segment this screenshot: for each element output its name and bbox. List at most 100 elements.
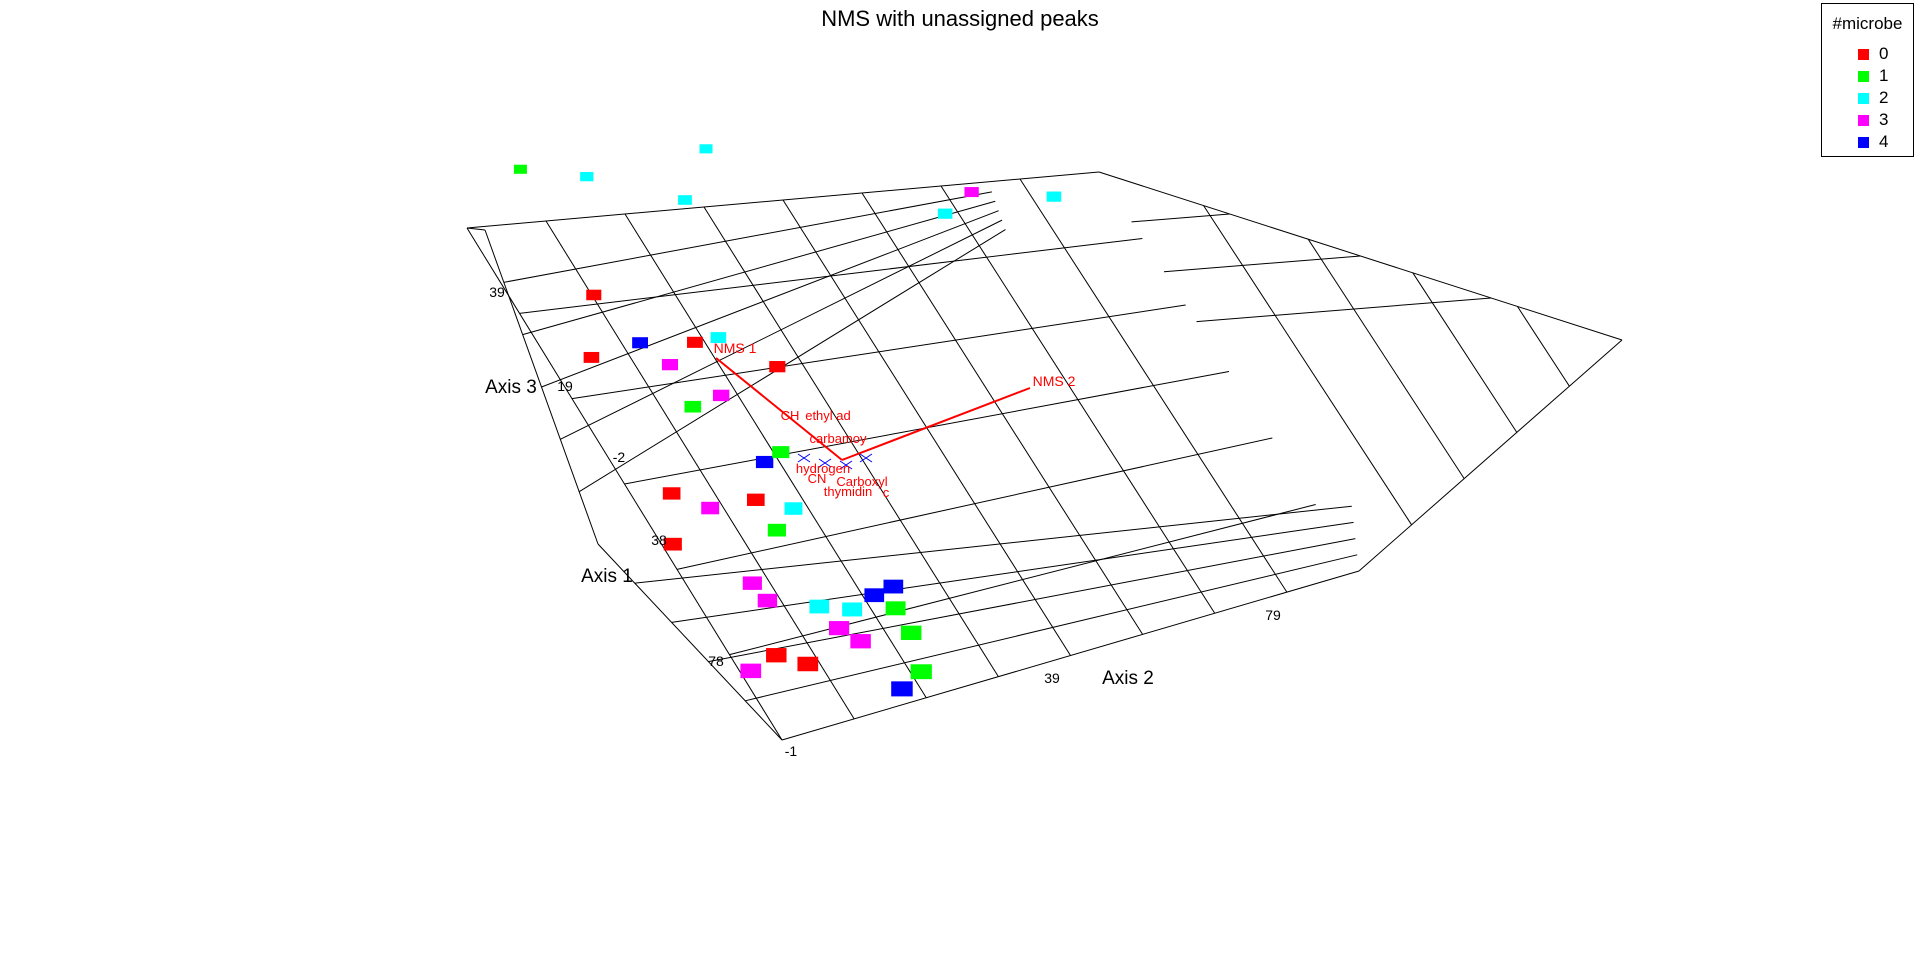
scatter-point (769, 361, 786, 373)
scatter-point (937, 208, 953, 219)
grid-line (503, 191, 992, 283)
scatter-point (746, 493, 765, 506)
scatter-point (910, 664, 932, 680)
legend-label-2: 2 (1879, 88, 1889, 107)
grid-line (1163, 255, 1361, 273)
grid-line (729, 504, 1316, 656)
scatter-point (784, 502, 803, 515)
peak-label: CN (808, 471, 827, 486)
grid-line (578, 229, 1006, 493)
grid-line (522, 200, 996, 336)
scatter-point (687, 336, 703, 348)
scatter-point (891, 681, 913, 697)
grid-line (634, 505, 1352, 584)
scatter-point (809, 599, 830, 614)
grid-line (1412, 272, 1518, 433)
legend: #microbe 0 1 2 3 4 (1821, 3, 1914, 157)
y-axis-label: Axis 2 (1102, 668, 1154, 689)
axis-labels: -1 38 78 39 79 -2 19 39 Axis 1 Axis 2 Axis 3 NMS 1 N… (485, 284, 1281, 759)
scatter-point (701, 501, 720, 515)
scatter-point (742, 576, 762, 590)
legend-swatch-1 (1858, 71, 1869, 82)
scatter-point (755, 455, 774, 469)
vector-nms1 (715, 357, 843, 461)
legend-swatch-4 (1858, 137, 1869, 148)
box-edge (466, 227, 486, 231)
scatter-point (757, 593, 778, 608)
legend-swatch-0 (1858, 49, 1869, 60)
grid-line (541, 210, 999, 388)
box-edge (1358, 339, 1623, 572)
chart-title: NMS with unassigned peaks (821, 6, 1099, 31)
scatter-point (850, 634, 871, 649)
scatter-point (883, 579, 904, 594)
peak-marker (839, 460, 853, 470)
grid-line (571, 304, 1186, 400)
scatter-point (842, 602, 863, 617)
peak-marker (797, 453, 811, 463)
grid-line (560, 219, 1003, 440)
scatter-point (580, 171, 594, 182)
scatter-point (661, 358, 679, 371)
y-tick-label: 39 (1044, 670, 1060, 686)
x-axis-label: Axis 1 (581, 566, 633, 587)
grid-line (1203, 205, 1413, 526)
z-tick-label: 39 (489, 284, 505, 300)
legend-label-1: 1 (1879, 66, 1889, 85)
scatter-point (885, 601, 906, 616)
legend-swatch-3 (1858, 115, 1869, 126)
x-tick-label: -1 (785, 743, 798, 759)
grid-line (1131, 213, 1230, 223)
peak-label: Carboxyl (836, 474, 887, 489)
scatter-point (662, 487, 681, 500)
peak-marker (859, 453, 873, 463)
y-tick-label: 79 (1265, 607, 1281, 623)
scatter-points (513, 144, 1062, 697)
legend-label-4: 4 (1879, 132, 1889, 151)
scatter-point (513, 164, 527, 174)
scatter-point (828, 621, 850, 636)
legend-swatch-2 (1858, 93, 1869, 104)
vector-label-nms1: NMS 1 (714, 340, 757, 356)
scatter-point (678, 195, 692, 205)
scatter-point (583, 351, 600, 363)
scatter-point (740, 663, 762, 679)
peak-marker (818, 458, 832, 468)
vector-overlay (715, 357, 1031, 470)
plot-box-and-grid (466, 171, 1623, 741)
scatter-point (586, 289, 602, 301)
peak-label: thymidin (824, 484, 872, 499)
z-axis-label: Axis 3 (485, 377, 537, 398)
scatter-point (900, 625, 922, 640)
scatter-point (964, 187, 979, 198)
scatter-point (710, 332, 727, 344)
grid-line (1307, 238, 1465, 479)
x-tick-label: 38 (651, 532, 667, 548)
grid-line (1516, 306, 1570, 387)
scatter-point (797, 656, 819, 672)
peak-label: hydrogen (796, 461, 850, 476)
scatter-point (766, 648, 787, 663)
grid-line (745, 554, 1358, 702)
grid-line (676, 437, 1273, 570)
x-tick-label: 78 (708, 653, 724, 669)
box-edge (597, 543, 783, 741)
legend-label-3: 3 (1879, 110, 1889, 129)
scatter-point (767, 523, 786, 537)
scatter-point (632, 337, 648, 349)
z-tick-label: -2 (613, 449, 626, 465)
scatter-point (663, 537, 682, 551)
z-tick-label: 19 (557, 378, 573, 394)
box-edge (1098, 171, 1623, 341)
scatter-point (712, 389, 730, 402)
vector-label-nms2: NMS 2 (1033, 373, 1076, 389)
grid-line (671, 521, 1354, 623)
peak-label: carbamoy (809, 431, 867, 446)
scatter-point (772, 446, 790, 459)
grid-line (1196, 297, 1492, 323)
legend-label-0: 0 (1879, 44, 1889, 63)
peak-label: CH (781, 408, 800, 423)
scatter-point (1046, 191, 1062, 202)
peak-label: c (883, 485, 890, 500)
